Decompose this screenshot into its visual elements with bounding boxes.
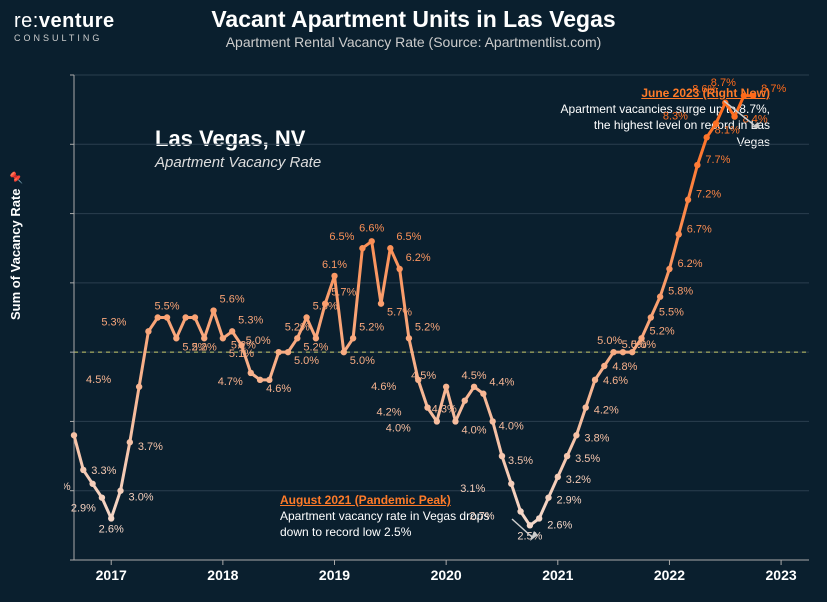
svg-text:5.0%: 5.0% [246,335,271,347]
svg-text:2.6%: 2.6% [547,519,572,531]
svg-text:4.6%: 4.6% [266,383,291,395]
svg-text:5.5%: 5.5% [659,307,684,319]
svg-text:4.6%: 4.6% [371,381,396,393]
svg-text:4.5%: 4.5% [411,370,436,382]
svg-text:3.7%: 3.7% [138,441,163,453]
svg-text:5.2%: 5.2% [359,321,384,333]
svg-text:3.5%: 3.5% [508,455,533,467]
svg-text:6.5%: 6.5% [329,231,354,243]
svg-text:5.5%: 5.5% [154,301,179,313]
svg-text:6.5%: 6.5% [396,231,421,243]
svg-text:4.8%: 4.8% [612,361,637,373]
svg-text:4.2%: 4.2% [376,407,401,419]
svg-text:5.2%: 5.2% [650,325,675,337]
svg-text:2022: 2022 [654,567,685,583]
svg-text:5.0%: 5.0% [294,355,319,367]
svg-text:5.2%: 5.2% [303,341,328,353]
svg-text:5.2%: 5.2% [415,321,440,333]
chart-title: Vacant Apartment Units in Las Vegas [0,6,827,33]
svg-text:3.1%: 3.1% [460,483,485,495]
svg-text:2.9%: 2.9% [71,503,96,515]
svg-text:2017: 2017 [96,567,127,583]
svg-text:8.7%: 8.7% [761,83,786,95]
svg-text:4.7%: 4.7% [218,376,243,388]
svg-text:2.7%: 2.7% [470,511,495,523]
svg-text:6.7%: 6.7% [687,223,712,235]
svg-text:3.3%: 3.3% [91,465,116,477]
svg-text:3.5%: 3.5% [575,453,600,465]
svg-text:2020: 2020 [431,567,462,583]
svg-text:2.9%: 2.9% [556,495,581,507]
svg-text:4.2%: 4.2% [594,405,619,417]
svg-text:5.3%: 5.3% [101,316,126,328]
svg-text:8.3%: 8.3% [663,111,688,123]
svg-text:5.3%: 5.3% [238,314,263,326]
svg-text:2.6%: 2.6% [99,523,124,535]
svg-text:2023: 2023 [766,567,797,583]
svg-text:2018: 2018 [207,567,238,583]
y-axis-label: Sum of Vacancy Rate 📌 [8,171,23,320]
svg-text:3.0%: 3.0% [129,492,154,504]
svg-text:3.8%: 3.8% [584,432,609,444]
svg-text:5.7%: 5.7% [331,287,356,299]
svg-text:7.2%: 7.2% [696,189,721,201]
svg-text:4.5%: 4.5% [86,374,111,386]
svg-text:6.2%: 6.2% [677,258,702,270]
svg-text:6.2%: 6.2% [406,252,431,264]
svg-text:2019: 2019 [319,567,350,583]
svg-text:4.0%: 4.0% [499,420,524,432]
svg-text:8.7%: 8.7% [711,77,736,89]
chart-container: re:venture CONSULTING Vacant Apartment U… [0,0,827,602]
svg-text:5.0%: 5.0% [597,335,622,347]
svg-text:5.8%: 5.8% [668,286,693,298]
svg-text:4.5%: 4.5% [462,370,487,382]
svg-text:5.7%: 5.7% [387,307,412,319]
svg-text:5.0%: 5.0% [350,355,375,367]
svg-text:4.0%: 4.0% [386,422,411,434]
chart-subtitle: Apartment Rental Vacancy Rate (Source: A… [0,34,827,50]
svg-text:4.6%: 4.6% [603,375,628,387]
svg-text:2.5%: 2.5% [517,530,542,542]
svg-text:7.7%: 7.7% [705,154,730,166]
svg-text:6.6%: 6.6% [359,222,384,234]
svg-text:3.2%: 3.2% [566,474,591,486]
line-chart: 2.0%3.0%4.0%5.0%6.0%7.0%8.0%9.0%20172018… [64,65,815,565]
svg-text:5.2%: 5.2% [285,321,310,333]
svg-text:5.1%: 5.1% [229,348,254,360]
svg-text:5.2%: 5.2% [192,341,217,353]
svg-text:5.6%: 5.6% [220,294,245,306]
svg-text:5.0%: 5.0% [631,339,656,351]
svg-text:4.4%: 4.4% [489,377,514,389]
svg-text:3.1%: 3.1% [64,481,71,493]
svg-text:8.1%: 8.1% [715,124,740,136]
svg-text:4.0%: 4.0% [461,424,486,436]
svg-text:4.3%: 4.3% [432,404,457,416]
svg-text:6.1%: 6.1% [322,259,347,271]
svg-text:2021: 2021 [542,567,573,583]
